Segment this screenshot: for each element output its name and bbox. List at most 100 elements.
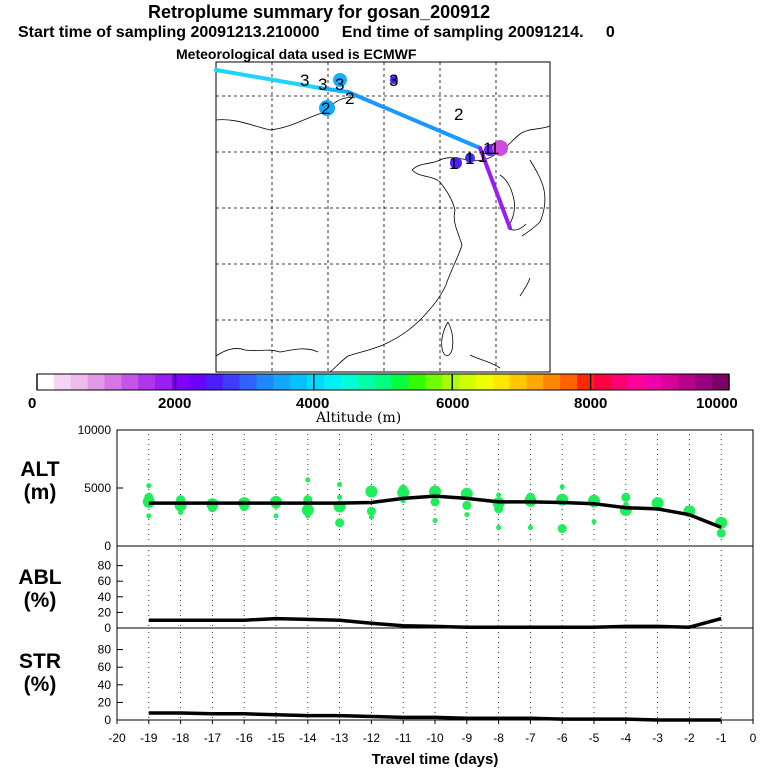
cluster-point [337, 494, 343, 500]
colorbar-swatch [188, 374, 207, 390]
alt-unit: (m) [23, 481, 57, 504]
panel-frame [116, 627, 754, 721]
colorbar-swatch [340, 374, 359, 390]
colorbar-swatch [661, 374, 679, 390]
cluster-point [464, 512, 470, 518]
colorbar-swatch [121, 374, 139, 390]
trajectory-clusters [319, 73, 508, 169]
y-tick-label: 60 [98, 660, 112, 674]
y-tick-label: 0 [104, 713, 111, 727]
abl-panel-label: ABL (%) [8, 566, 72, 612]
colorbar-swatch [678, 374, 696, 390]
colorbar-swatch [712, 374, 730, 390]
abl-unit: (%) [23, 589, 57, 612]
colorbar-swatch [256, 374, 274, 390]
cluster-point [559, 484, 565, 490]
cluster-point [527, 524, 533, 530]
colorbar-swatch [509, 374, 528, 390]
abl-label: ABL [18, 566, 62, 589]
series-line [148, 616, 722, 629]
y-tick-label: 10000 [78, 423, 112, 437]
x-axis-label: Travel time (days) [372, 751, 499, 768]
x-tick-label: 0 [750, 731, 757, 745]
y-tick-label: 5000 [84, 481, 111, 495]
colorbar-swatch [577, 374, 595, 390]
x-tick-label: -10 [426, 731, 444, 745]
x-tick-label: -15 [267, 731, 285, 745]
trajectory-paths [214, 68, 512, 230]
cluster-point [305, 513, 311, 519]
map-label: 2 [345, 89, 354, 108]
colorbar-swatch [425, 374, 443, 390]
coastlines [215, 97, 551, 373]
cluster-point [144, 492, 154, 502]
y-tick-label: 60 [98, 574, 112, 588]
cluster-point [337, 482, 343, 488]
colorbar-tick: 6000 [436, 395, 470, 412]
colorbar-swatch [644, 374, 663, 390]
map-label: 2 [321, 99, 330, 118]
cluster-point [496, 524, 502, 530]
x-tick-label: -19 [140, 731, 158, 745]
cluster-point [178, 509, 184, 515]
x-tick-label: -13 [331, 731, 349, 745]
x-tick-label: -6 [557, 731, 568, 745]
y-tick-label: 80 [98, 559, 112, 573]
trajectory-map: 3 3 3 2 2 3 2 1 1 1 1 1 [214, 61, 551, 373]
chart-title: Retroplume summary for gosan_200912 [148, 2, 491, 22]
colorbar-swatch [408, 374, 426, 390]
y-tick-label: 20 [98, 605, 112, 619]
cluster-point [496, 492, 502, 498]
cluster-point [525, 492, 535, 502]
cluster-point [716, 528, 726, 538]
y-tick-label: 80 [98, 643, 112, 657]
colorbar-swatch [458, 374, 477, 390]
colorbar-swatch [526, 374, 544, 390]
str-label: STR [19, 650, 61, 673]
colorbar-tick: 8000 [574, 395, 608, 412]
colorbar-tick: 4000 [296, 395, 330, 412]
colorbar-swatch [239, 374, 258, 390]
y-tick-label: 0 [104, 621, 111, 635]
map-label: 3 [318, 75, 327, 94]
map-label: 3 [300, 71, 309, 90]
x-tick-label: -5 [589, 731, 600, 745]
colorbar-swatch [593, 374, 612, 390]
cluster-point [146, 483, 152, 489]
colorbar-swatch [155, 374, 173, 390]
map-label: 2 [454, 105, 463, 124]
met-data-note: Meteorological data used is ECMWF [176, 46, 417, 62]
map-gridlines [216, 62, 550, 372]
map-label: 1 [490, 139, 499, 158]
series-line [148, 494, 722, 530]
colorbar-swatch [307, 374, 325, 390]
y-tick-label: 40 [98, 678, 112, 692]
colorbar-swatch [627, 374, 646, 390]
cluster-point [365, 485, 378, 498]
map-label: 1 [449, 154, 458, 173]
y-tick-label: 20 [98, 695, 112, 709]
colorbar-swatch [695, 374, 713, 390]
cluster-point [398, 484, 408, 494]
x-tick-label: -20 [108, 731, 126, 745]
colorbar-tick: 0 [28, 395, 37, 412]
map-cluster-labels: 3 3 3 2 2 3 2 1 1 1 1 1 [300, 71, 499, 173]
colorbar-label: Altitude (m) [316, 410, 402, 426]
x-tick-label: -8 [493, 731, 504, 745]
cluster-point [301, 504, 314, 517]
colorbar-swatch [205, 374, 224, 390]
colorbar-swatch [87, 374, 106, 390]
colorbar-swatch [138, 374, 156, 390]
cluster-point [273, 513, 279, 519]
cluster-point [432, 485, 438, 491]
cluster-point [432, 517, 438, 523]
str-panel-label: STR (%) [8, 650, 72, 696]
colorbar-tick: 2000 [158, 395, 192, 412]
cluster-point [429, 485, 441, 498]
colorbar-swatch [222, 374, 241, 390]
x-tick-label: -9 [461, 731, 472, 745]
series-line [148, 711, 722, 722]
x-tick-label: -11 [395, 731, 412, 745]
colorbar-swatch [610, 374, 629, 390]
x-tick-label: -14 [299, 731, 317, 745]
